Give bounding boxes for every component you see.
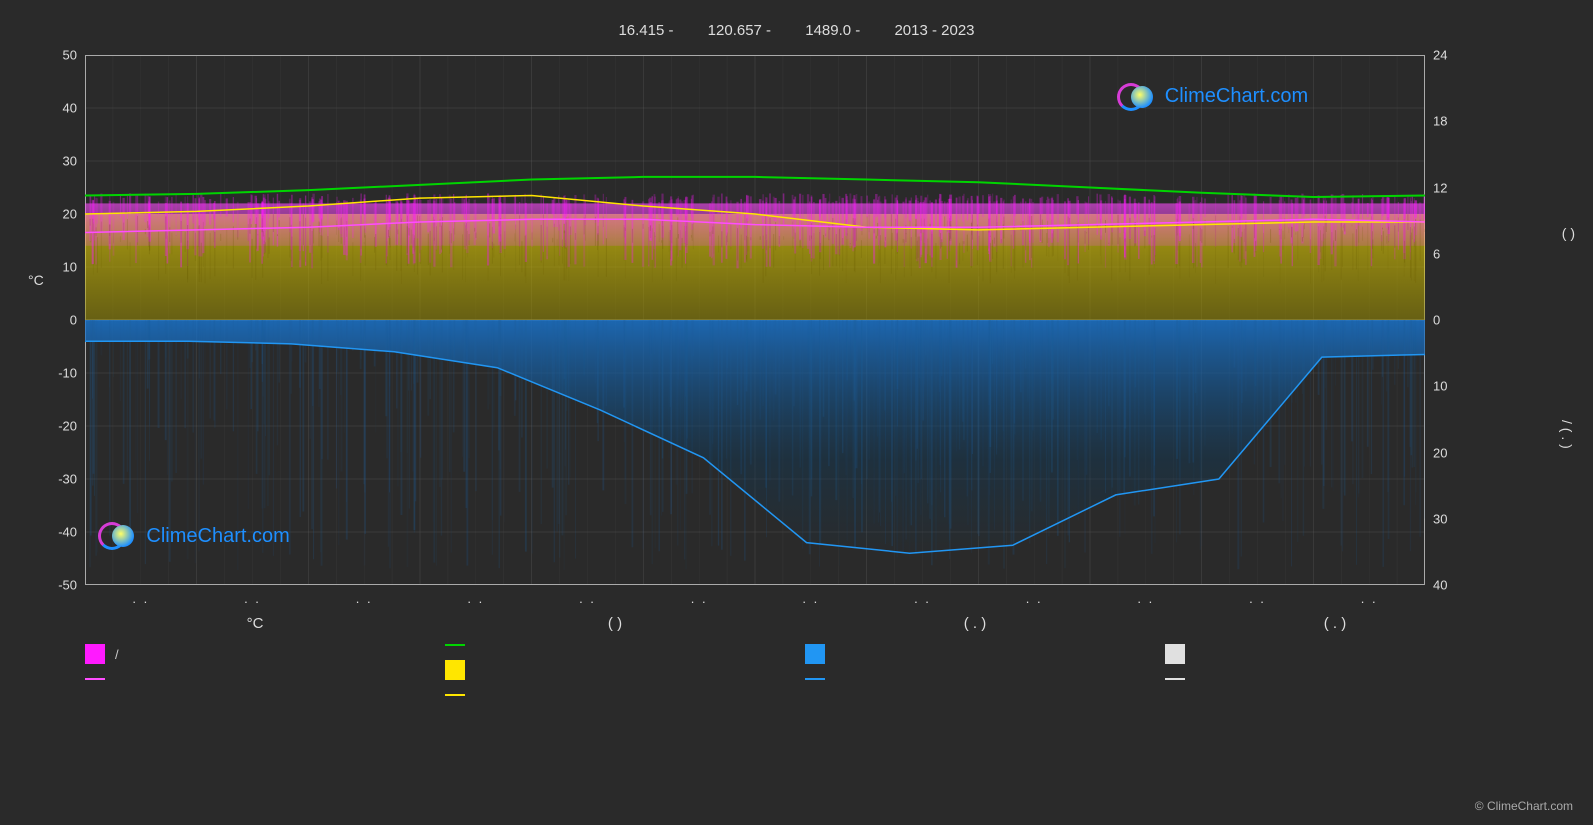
x-tick: . . [132,591,149,606]
legend-label: / [115,647,119,662]
y-tick-left: -30 [58,472,77,487]
y-tick-right: 0 [1433,313,1440,328]
y-tick-right: 40 [1433,578,1447,593]
x-tick: . . [914,591,931,606]
watermark-bottom: ClimeChart.com [98,521,289,551]
legend-swatch [805,678,825,680]
x-tick: . . [691,591,708,606]
x-tick: . . [1026,591,1043,606]
y-tick-left: 40 [63,101,77,116]
legend-swatch [85,644,105,664]
legend-swatch [1165,644,1185,664]
legend-swatch [1165,678,1185,680]
y-tick-left: 30 [63,154,77,169]
y-tick-right: 12 [1433,180,1447,195]
legend-header: ( . ) [1165,615,1505,632]
header-period: 2013 - 2023 [894,22,974,39]
legend-header: ( . ) [805,615,1145,632]
x-tick: . . [1137,591,1154,606]
y-tick-left: -10 [58,366,77,381]
legend-item [1165,644,1505,664]
watermark-top: ClimeChart.com [1117,82,1308,112]
legend-item [805,644,1145,664]
y-tick-left: 50 [63,48,77,63]
legend-item [805,678,1145,680]
legend-swatch [445,660,465,680]
y-tick-right: 18 [1433,114,1447,129]
legend-swatch [85,678,105,680]
legend-col-2: ( ) [435,615,795,710]
y-axis-right-bot-label: / ( . ) [1559,420,1575,449]
legend-item: / [85,644,425,664]
legend-header: °C [85,615,425,632]
x-tick: . . [244,591,261,606]
y-tick-left: -50 [58,578,77,593]
y-tick-right: 24 [1433,48,1447,63]
legend-item [445,644,785,646]
x-tick: . . [356,591,373,606]
y-tick-right: 20 [1433,445,1447,460]
y-tick-left: 10 [63,260,77,275]
x-tick: . . [802,591,819,606]
y-axis-right-top-label: ( ) [1562,225,1575,241]
legend-item [445,660,785,680]
y-tick-left: 20 [63,207,77,222]
climechart-logo-icon [98,521,138,551]
header-elev: 1489.0 - [805,22,860,39]
y-tick-right: 6 [1433,246,1440,261]
x-tick: . . [467,591,484,606]
x-tick: . . [579,591,596,606]
legend-col-3: ( . ) [795,615,1155,710]
legend-col-1: °C / [75,615,435,710]
legend-item [85,678,425,680]
chart-plot-area: 50403020100-10-20-30-40-50 2418126010203… [85,55,1425,585]
legend: °C / ( ) ( . ) ( . ) [75,615,1515,710]
legend-col-4: ( . ) [1155,615,1515,710]
legend-item [445,694,785,696]
x-tick: . . [1249,591,1266,606]
header-lat: 16.415 - [618,22,673,39]
watermark-text: ClimeChart.com [1165,85,1308,108]
watermark-text: ClimeChart.com [146,525,289,548]
y-tick-left: -20 [58,419,77,434]
legend-header: ( ) [445,615,785,632]
x-tick: . . [1361,591,1378,606]
climechart-logo-icon [1117,82,1157,112]
header-lon: 120.657 - [708,22,771,39]
chart-svg [85,55,1425,585]
chart-header: 16.415 - 120.657 - 1489.0 - 2013 - 2023 [0,22,1593,39]
legend-item [1165,678,1505,680]
y-axis-left-label: °C [28,272,44,288]
y-tick-left: 0 [70,313,77,328]
legend-swatch [445,644,465,646]
y-tick-left: -40 [58,525,77,540]
y-tick-right: 30 [1433,511,1447,526]
y-tick-right: 10 [1433,379,1447,394]
copyright: © ClimeChart.com [1475,799,1573,813]
legend-swatch [445,694,465,696]
legend-swatch [805,644,825,664]
